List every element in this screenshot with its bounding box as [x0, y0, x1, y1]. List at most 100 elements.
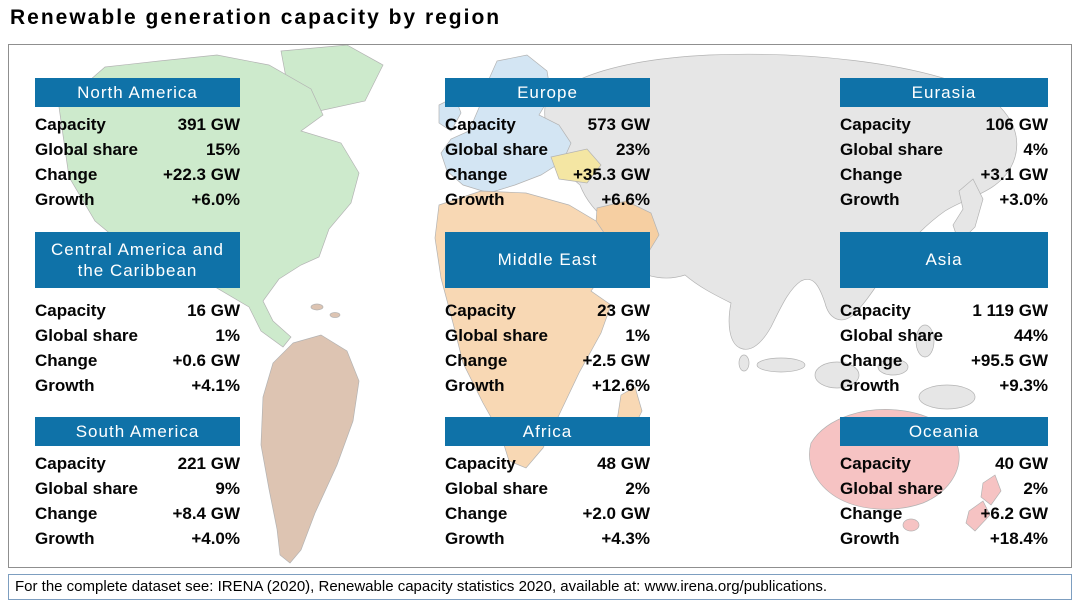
- stat-label: Global share: [840, 479, 943, 498]
- region-header: Oceania: [840, 417, 1048, 446]
- region-card-south-america: South America Capacity 221 GW Global sha…: [35, 417, 240, 551]
- region-stats: Capacity 391 GW Global share 15% Change …: [35, 112, 240, 212]
- stat-label: Growth: [35, 190, 95, 209]
- region-header: Eurasia: [840, 78, 1048, 107]
- stat-label: Global share: [445, 326, 548, 345]
- region-header: Europe: [445, 78, 650, 107]
- stat-row-change: Change +35.3 GW: [445, 162, 650, 187]
- stat-label: Change: [445, 165, 508, 184]
- region-name: Eurasia: [911, 82, 977, 102]
- stat-value: 1 119 GW: [972, 301, 1048, 320]
- stat-label: Capacity: [35, 454, 106, 473]
- region-name: Middle East: [497, 250, 598, 270]
- stat-value: 40 GW: [995, 454, 1048, 473]
- region-name: Asia: [925, 250, 963, 270]
- stat-label: Change: [445, 504, 508, 523]
- stat-label: Growth: [35, 376, 95, 395]
- region-stats: Capacity 1 119 GW Global share 44% Chang…: [840, 298, 1048, 398]
- stat-value: +3.1 GW: [980, 165, 1048, 184]
- stat-value: 2%: [625, 479, 650, 498]
- world-map: [58, 45, 1018, 564]
- south-america-shape: [260, 334, 360, 564]
- stat-label: Capacity: [840, 301, 911, 320]
- stat-value: 23%: [615, 140, 650, 159]
- stat-label: Capacity: [35, 115, 106, 134]
- stat-value: +18.4%: [989, 529, 1048, 548]
- stat-value: +22.3 GW: [162, 165, 240, 184]
- stat-value: +4.1%: [191, 376, 240, 395]
- stat-row-growth: Growth +3.0%: [840, 187, 1048, 212]
- stat-label: Capacity: [840, 115, 911, 134]
- region-header: South America: [35, 417, 240, 446]
- stat-label: Change: [840, 165, 903, 184]
- stat-label: Capacity: [445, 301, 516, 320]
- stat-row-capacity: Capacity 391 GW: [35, 112, 240, 137]
- source-footer-text: For the complete dataset see: IRENA (202…: [15, 578, 828, 595]
- stat-value: +6.2 GW: [980, 504, 1048, 523]
- stat-row-growth: Growth +6.0%: [35, 187, 240, 212]
- region-stats: Capacity 40 GW Global share 2% Change +6…: [840, 451, 1048, 551]
- stat-label: Global share: [840, 326, 943, 345]
- region-stats: Capacity 573 GW Global share 23% Change …: [445, 112, 650, 212]
- sumatra-shape: [756, 357, 806, 373]
- stat-label: Global share: [840, 140, 943, 159]
- stat-row-capacity: Capacity 106 GW: [840, 112, 1048, 137]
- region-name: Oceania: [908, 421, 980, 441]
- region-header: Asia: [840, 232, 1048, 288]
- stat-label: Capacity: [35, 301, 106, 320]
- region-header: Africa: [445, 417, 650, 446]
- region-card-north-america: North America Capacity 391 GW Global sha…: [35, 78, 240, 212]
- stat-row-global-share: Global share 44%: [840, 323, 1048, 348]
- stat-row-growth: Growth +6.6%: [445, 187, 650, 212]
- stat-value: +3.0%: [999, 190, 1048, 209]
- stat-row-change: Change +3.1 GW: [840, 162, 1048, 187]
- stat-row-growth: Growth +4.1%: [35, 373, 240, 398]
- borneo-shape: [814, 361, 860, 389]
- stat-label: Change: [35, 504, 98, 523]
- stat-value: 44%: [1013, 326, 1048, 345]
- stat-row-change: Change +2.5 GW: [445, 348, 650, 373]
- new-zealand-north-shape: [980, 474, 1002, 506]
- region-name: Europe: [517, 82, 578, 102]
- stat-label: Global share: [35, 479, 138, 498]
- region-name: North America: [77, 82, 198, 102]
- stat-label: Growth: [445, 376, 505, 395]
- tasmania-shape: [902, 518, 920, 532]
- stat-label: Capacity: [445, 454, 516, 473]
- stat-row-capacity: Capacity 573 GW: [445, 112, 650, 137]
- stat-label: Growth: [840, 376, 900, 395]
- stat-label: Change: [840, 504, 903, 523]
- new-guinea-shape: [918, 384, 976, 410]
- stat-row-capacity: Capacity 1 119 GW: [840, 298, 1048, 323]
- stat-row-global-share: Global share 9%: [35, 476, 240, 501]
- stat-row-change: Change +95.5 GW: [840, 348, 1048, 373]
- region-name: Central America and the Caribbean: [50, 239, 225, 280]
- stat-row-capacity: Capacity 16 GW: [35, 298, 240, 323]
- stat-value: 48 GW: [597, 454, 650, 473]
- stat-row-change: Change +22.3 GW: [35, 162, 240, 187]
- stat-label: Growth: [445, 529, 505, 548]
- stat-value: 4%: [1023, 140, 1048, 159]
- world-map-panel: [8, 44, 1072, 568]
- region-name: Africa: [522, 421, 573, 441]
- region-stats: Capacity 16 GW Global share 1% Change +0…: [35, 298, 240, 398]
- stat-row-change: Change +8.4 GW: [35, 501, 240, 526]
- stat-label: Change: [840, 351, 903, 370]
- stat-row-capacity: Capacity 48 GW: [445, 451, 650, 476]
- stat-label: Growth: [840, 529, 900, 548]
- new-zealand-south-shape: [965, 500, 991, 532]
- stat-value: +0.6 GW: [172, 351, 240, 370]
- stat-label: Global share: [35, 140, 138, 159]
- stat-value: 573 GW: [587, 115, 650, 134]
- stat-value: 9%: [215, 479, 240, 498]
- stat-value: 106 GW: [985, 115, 1048, 134]
- stat-value: +4.3%: [601, 529, 650, 548]
- stat-value: 15%: [205, 140, 240, 159]
- sulawesi-shape: [877, 358, 909, 376]
- stat-value: +9.3%: [999, 376, 1048, 395]
- stat-value: 23 GW: [597, 301, 650, 320]
- stat-value: +2.5 GW: [582, 351, 650, 370]
- source-footer: For the complete dataset see: IRENA (202…: [8, 574, 1072, 600]
- stat-row-global-share: Global share 1%: [445, 323, 650, 348]
- region-stats: Capacity 106 GW Global share 4% Change +…: [840, 112, 1048, 212]
